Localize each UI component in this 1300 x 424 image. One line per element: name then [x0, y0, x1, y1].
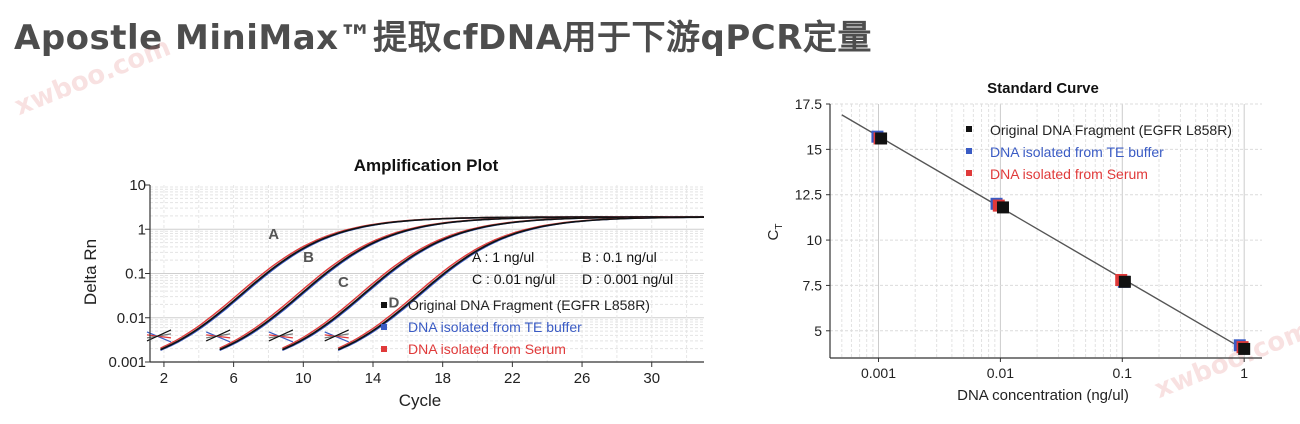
amp-ylabel: Delta Rn	[81, 239, 100, 305]
amp-y-tick-label: 0.001	[108, 354, 146, 371]
amp-curve-2-3	[282, 216, 704, 351]
amp-xlabel: Cycle	[399, 391, 442, 410]
amp-curve-3-3	[337, 216, 704, 351]
amp-y-tick-label: 0.1	[125, 266, 146, 283]
amp-noise-3-3	[324, 329, 349, 342]
amp-legend-swatch	[381, 346, 387, 352]
amp-title: Amplification Plot	[354, 156, 499, 175]
amp-curve-label: A	[268, 226, 279, 243]
amp-x-tick-label: 30	[643, 370, 660, 387]
amp-curve-label: C	[338, 274, 349, 291]
amp-y-tick-label: 0.01	[117, 310, 146, 327]
amp-x-tick-label: 6	[229, 370, 237, 387]
amp-y-tick-label: 1	[138, 221, 146, 238]
amp-x-tick-label: 18	[434, 370, 451, 387]
amp-legend-swatch	[381, 302, 387, 308]
amp-x-tick-label: 10	[295, 370, 312, 387]
amp-x-tick-label: 2	[160, 370, 168, 387]
amp-x-tick-label: 14	[365, 370, 382, 387]
amp-concentration-label: D : 0.001 ng/ul	[582, 271, 673, 287]
amp-legend-label: DNA isolated from TE buffer	[408, 319, 582, 335]
amp-legend-label: DNA isolated from Serum	[408, 341, 566, 357]
amp-curve-label: D	[388, 295, 399, 312]
amp-noise-0-3	[146, 329, 172, 342]
amp-concentration-label: A : 1 ng/ul	[472, 249, 534, 265]
amp-x-tick-label: 22	[504, 370, 521, 387]
amp-legend-swatch	[381, 324, 387, 330]
amp-noise-2-3	[268, 329, 294, 342]
amp-curve-label: B	[303, 249, 314, 266]
amp-noise-1-3	[205, 329, 231, 342]
page-title: Apostle MiniMax™提取cfDNA用于下游qPCR定量	[14, 18, 872, 58]
amp-concentration-label: B : 0.1 ng/ul	[582, 249, 657, 265]
amp-legend-label: Original DNA Fragment (EGFR L858R)	[408, 297, 650, 313]
amp-y-tick-label: 10	[129, 177, 146, 194]
amp-x-tick-label: 26	[574, 370, 591, 387]
amp-concentration-label: C : 0.01 ng/ul	[472, 271, 555, 287]
